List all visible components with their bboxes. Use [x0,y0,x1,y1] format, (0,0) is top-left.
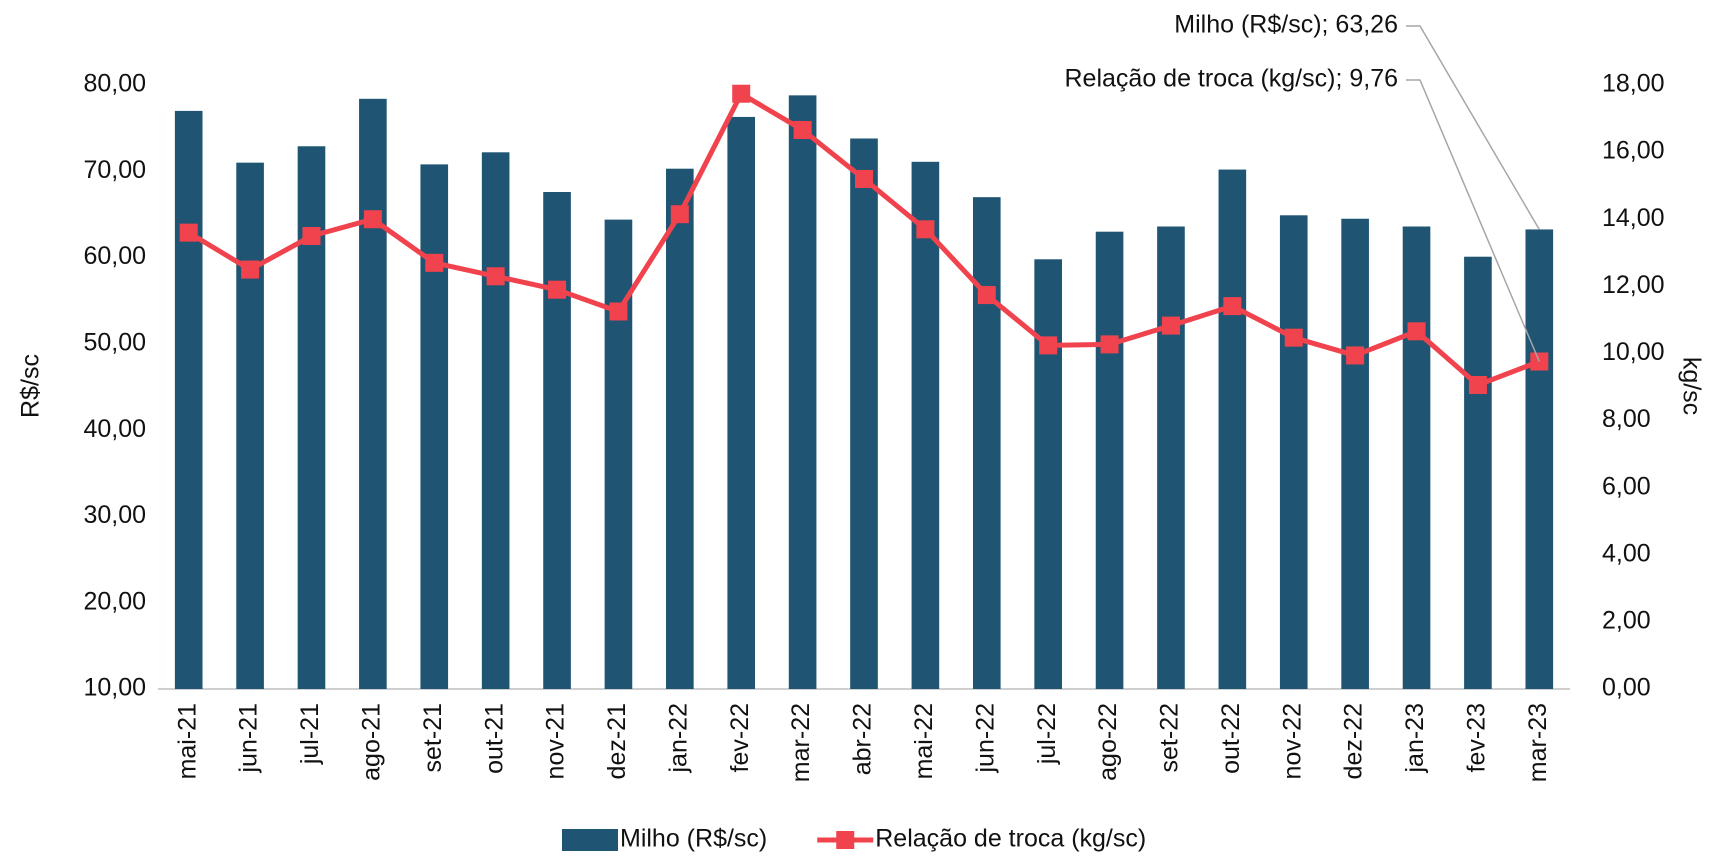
bar [1525,229,1554,689]
line-marker [793,120,812,139]
line-marker [609,302,628,321]
x-tick-label: jul-21 [296,703,324,765]
x-tick-label: out-21 [480,703,508,774]
y-tick-label: 60,00 [83,242,146,270]
x-tick-label: dez-22 [1340,703,1368,779]
line-marker [732,84,751,103]
x-tick-label: set-22 [1156,703,1184,772]
y2-tick-label: 18,00 [1602,70,1665,98]
bar [1279,215,1308,689]
y-axis-title: R$/sc [17,354,45,418]
line-marker [1284,328,1303,347]
y-tick-label: 20,00 [83,587,146,615]
line-marker [1100,335,1119,354]
bar [174,110,203,689]
y-tick-label: 40,00 [83,415,146,443]
y2-axis-title: kg/sc [1677,357,1705,415]
y-tick-label: 80,00 [83,70,146,98]
legend-swatch [562,829,618,851]
bar [666,168,694,689]
legend-label: Relação de troca (kg/sc) [875,825,1146,853]
legend-label: Milho (R$/sc) [620,825,767,853]
bar [1402,226,1431,689]
line-marker [1468,375,1487,394]
line-marker [670,205,689,224]
legend-swatch [836,831,855,849]
bar [1034,259,1062,689]
x-tick-label: nov-22 [1278,703,1306,779]
bar [788,95,817,689]
y2-tick-label: 12,00 [1602,271,1665,299]
y2-tick-label: 10,00 [1602,338,1665,366]
bar [911,161,940,689]
bar [236,162,264,689]
x-tick-label: ago-21 [357,703,385,781]
line-marker [916,220,935,239]
x-tick-label: mar-22 [787,703,815,782]
line-marker [977,286,996,305]
line-marker [1161,316,1180,335]
x-tick-label: mai-22 [910,703,938,779]
line-marker [363,210,382,229]
line-marker [179,223,198,242]
bar [1157,226,1185,689]
x-tick-label: ago-22 [1094,703,1122,781]
y-tick-label: 50,00 [83,328,146,356]
x-tick-label: fev-22 [726,703,754,772]
y2-tick-label: 14,00 [1602,204,1665,232]
bar [1218,169,1247,689]
x-tick-label: dez-21 [603,703,631,779]
y2-tick-label: 0,00 [1602,674,1651,702]
leader-line [1406,25,1540,230]
x-tick-label: mai-21 [173,703,201,779]
y2-tick-label: 4,00 [1602,539,1651,567]
bar [481,152,510,689]
leader-line [1406,79,1540,362]
bar [604,219,633,689]
y-tick-label: 10,00 [83,674,146,702]
line-marker [855,169,873,188]
line-marker [425,253,444,272]
bar [543,191,571,689]
bar [420,164,449,689]
line-marker [241,260,260,279]
x-tick-label: fev-23 [1463,703,1491,772]
bar [1095,231,1124,689]
y-tick-label: 30,00 [83,501,146,529]
annotation: Milho (R$/sc); 63,26 [1174,11,1398,39]
bar [1341,218,1369,689]
line-marker [486,267,505,286]
x-tick-label: abr-22 [849,703,877,775]
x-tick-label: jun-22 [971,703,999,774]
x-tick-label: jan-22 [664,703,692,774]
x-tick-label: nov-21 [542,703,570,779]
line-marker [1223,297,1242,316]
line-marker [1407,322,1426,341]
line-marker [548,280,567,299]
bar [972,197,1001,689]
bar [727,116,756,689]
x-tick-label: jan-23 [1401,703,1429,774]
bar [850,138,878,690]
annotation: Relação de troca (kg/sc); 9,76 [1065,65,1399,93]
x-tick-label: out-22 [1217,703,1245,774]
y2-tick-label: 2,00 [1602,606,1651,634]
bar [1464,256,1492,689]
y-tick-label: 70,00 [83,156,146,184]
line-marker [1346,346,1365,365]
line-marker [1039,336,1058,355]
x-tick-label: jul-22 [1033,703,1061,765]
x-tick-label: set-21 [419,703,447,772]
y2-tick-label: 6,00 [1602,472,1651,500]
y2-tick-label: 8,00 [1602,405,1651,433]
y2-tick-label: 16,00 [1602,137,1665,165]
x-tick-label: jun-21 [235,703,263,774]
x-tick-label: mar-23 [1524,703,1552,782]
line-marker [302,227,321,245]
bar [359,98,387,689]
